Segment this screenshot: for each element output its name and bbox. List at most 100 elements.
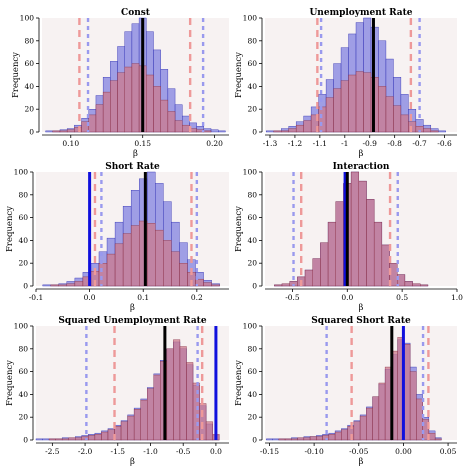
y-axis-label: Frequency: [5, 360, 15, 406]
panel-title: Squared Unemployment Rate: [58, 316, 206, 326]
x-tick-label: 0.5: [396, 293, 408, 302]
bar-red: [66, 283, 76, 287]
bar-red: [182, 124, 190, 133]
y-tick-label: 0: [252, 128, 257, 137]
bar-red: [420, 284, 429, 287]
bar-red: [160, 99, 169, 133]
bar-red: [303, 120, 312, 133]
bar-red: [334, 431, 342, 441]
bar-red: [372, 396, 380, 441]
bar-red: [404, 281, 413, 287]
y-axis-label: Frequency: [234, 52, 244, 98]
bar-red: [366, 199, 375, 287]
y-tick-label: 100: [14, 168, 29, 177]
y-tick-label: 20: [247, 105, 257, 114]
y-tick-label: 40: [18, 236, 28, 245]
bar-red: [340, 80, 349, 133]
bar-red: [117, 72, 125, 133]
bar-red: [88, 114, 97, 133]
bar-red: [179, 263, 188, 287]
bar-red: [102, 91, 111, 133]
bar-red: [147, 388, 154, 441]
x-axis-label: β: [133, 149, 138, 159]
bar-red: [61, 438, 69, 441]
y-tick-label: 0: [252, 282, 257, 291]
y-tick-label: 60: [24, 59, 34, 68]
bar-red: [74, 281, 84, 287]
bar-red: [397, 274, 406, 287]
x-tick-label: 0.15: [134, 139, 151, 148]
bar-red: [409, 371, 417, 441]
bar-red: [320, 242, 329, 287]
x-tick-label: -1.0: [143, 447, 158, 456]
panel-title: Const: [121, 8, 151, 18]
bar-red: [75, 437, 82, 441]
y-tick-label: 40: [247, 236, 257, 245]
x-tick-label: -1.3: [263, 139, 278, 148]
bar-red: [381, 244, 390, 287]
bar-red: [174, 120, 183, 133]
bar-red: [316, 436, 323, 441]
y-tick-label: 40: [18, 390, 28, 399]
bar-blue: [35, 438, 43, 441]
bar-red: [146, 74, 154, 133]
bar-blue: [218, 130, 226, 133]
bar-blue: [45, 130, 53, 133]
bar-red: [124, 66, 133, 133]
bar-red: [273, 130, 282, 133]
y-tick-label: 100: [243, 14, 258, 23]
panel-title: Squared Short Rate: [311, 316, 411, 326]
x-tick-label: -0.5: [285, 293, 300, 302]
bar-red: [358, 180, 367, 287]
bar-red: [94, 434, 102, 441]
panel-2: -1.3 -1.2 -1.1 -1 -0.9 -0.8 -0.7 -0.6 0 20 40 60 80 1…: [234, 8, 457, 159]
bar-red: [291, 438, 298, 441]
bar-red: [147, 223, 156, 287]
x-tick-label: 1.0: [451, 293, 463, 302]
y-tick-label: 20: [24, 105, 34, 114]
bar-red: [167, 111, 176, 133]
bar-red: [59, 130, 68, 133]
bar-red: [430, 130, 439, 133]
x-tick-label: -0.05: [349, 447, 368, 456]
bar-red: [366, 407, 373, 441]
bar-red: [288, 128, 297, 133]
x-tick-label: 0.0: [210, 447, 222, 456]
x-tick-label: -1.2: [288, 139, 303, 148]
bar-blue: [42, 438, 50, 441]
bar-red: [153, 374, 161, 441]
y-tick-label: 40: [247, 390, 257, 399]
panel-5: -2.5 -2.0 -1.5 -1.0 -0.5 0.0 0 20 40 60 80 100 Squar…: [5, 316, 229, 467]
bar-red: [281, 130, 289, 133]
x-tick-label: 0.10: [62, 139, 79, 148]
bar-red: [350, 171, 360, 287]
bar-red: [303, 437, 311, 441]
bar-red: [130, 225, 140, 287]
bar-red: [205, 421, 213, 441]
y-tick-label: 60: [247, 213, 257, 222]
y-tick-label: 100: [14, 322, 29, 331]
bar-red: [50, 284, 59, 287]
y-tick-label: 80: [18, 190, 28, 199]
x-tick-label: -0.9: [362, 139, 377, 148]
panel-6: -0.15 -0.10 -0.05 0.00 0.05 0 20 40 60 80 100 Squar…: [234, 316, 457, 467]
x-axis-label: β: [130, 457, 135, 467]
bar-red: [353, 421, 361, 441]
y-tick-label: 0: [252, 436, 257, 445]
y-tick-label: 20: [18, 259, 28, 268]
bar-red: [400, 114, 409, 133]
y-tick-label: 80: [247, 36, 257, 45]
bar-red: [110, 80, 118, 133]
bar-red: [333, 88, 342, 133]
bar-blue: [438, 130, 446, 133]
x-tick-label: 0.00: [395, 447, 412, 456]
x-tick-label: -0.15: [260, 447, 279, 456]
x-tick-label: -0.6: [437, 139, 452, 148]
bar-red: [312, 258, 321, 287]
y-axis-label: Frequency: [234, 360, 244, 406]
y-tick-label: 60: [18, 213, 28, 222]
y-tick-label: 0: [23, 282, 28, 291]
bar-red: [278, 438, 286, 441]
y-axis-label: Frequency: [234, 206, 244, 252]
